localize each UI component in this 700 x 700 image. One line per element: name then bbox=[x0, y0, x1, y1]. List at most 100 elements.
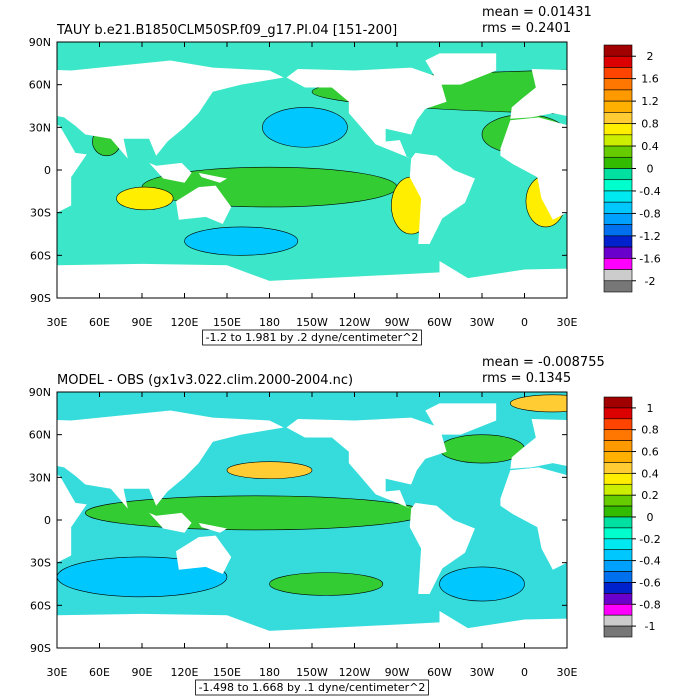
lat-label: 30S bbox=[30, 557, 51, 570]
colorbar-label: -0.8 bbox=[639, 207, 660, 220]
land bbox=[425, 53, 497, 85]
colorbar-label: -1.6 bbox=[639, 252, 660, 265]
colorbar-box bbox=[603, 55, 633, 68]
colorbar-box bbox=[603, 451, 633, 463]
colorbar-box bbox=[603, 603, 633, 616]
lon-label: 0 bbox=[521, 316, 528, 329]
colorbar-box bbox=[603, 201, 633, 214]
colorbar-label: 0.4 bbox=[641, 467, 659, 480]
contour-info-box bbox=[195, 679, 429, 696]
lat-label: 60N bbox=[29, 79, 51, 92]
lon-label: 30E bbox=[47, 316, 68, 329]
colorbar-box bbox=[603, 494, 633, 507]
lon-label: 90E bbox=[132, 666, 153, 679]
colorbar-label: 0.4 bbox=[641, 140, 659, 153]
contour-region bbox=[226, 461, 313, 480]
lon-label: 90W bbox=[385, 316, 410, 329]
contour-region bbox=[262, 107, 348, 148]
colorbar-label: 0 bbox=[647, 511, 654, 524]
mean-label: mean = 0.01431 bbox=[482, 5, 592, 20]
colorbar-label: -2 bbox=[645, 275, 656, 288]
land bbox=[198, 172, 227, 183]
contour-info: -1.2 to 1.981 by .2 dyne/centimeter^2 bbox=[206, 331, 419, 344]
colorbar-box bbox=[603, 258, 633, 270]
colorbar-box bbox=[603, 582, 633, 594]
colorbar-box bbox=[603, 418, 633, 431]
lat-label: 90N bbox=[29, 36, 51, 49]
land bbox=[409, 152, 475, 244]
lon-label: 150E bbox=[213, 316, 241, 329]
land bbox=[57, 60, 284, 159]
colorbar-box bbox=[603, 614, 633, 627]
land bbox=[57, 266, 142, 298]
lon-label: 30E bbox=[557, 316, 578, 329]
contour-region bbox=[184, 226, 299, 256]
land bbox=[57, 125, 87, 213]
contour-region bbox=[510, 394, 567, 413]
panel-title: TAUY b.e21.B1850CLM50SP.f09_g17.PI.04 [1… bbox=[56, 23, 397, 38]
lat-label: 0 bbox=[44, 514, 51, 527]
colorbar-label: -1 bbox=[645, 620, 656, 633]
colorbar-box bbox=[603, 429, 633, 441]
land bbox=[176, 185, 232, 225]
rms-label: rms = 0.1345 bbox=[482, 371, 571, 386]
lat-label: 60S bbox=[30, 599, 51, 612]
contour-region bbox=[269, 572, 384, 596]
colorbar-box bbox=[603, 560, 633, 572]
lat-label: 60N bbox=[29, 429, 51, 442]
lat-label: 30N bbox=[29, 121, 51, 134]
lat-label: 30S bbox=[30, 207, 51, 220]
lon-label: 120W bbox=[339, 316, 371, 329]
colorbar-label: 0.8 bbox=[641, 424, 659, 437]
land bbox=[57, 475, 87, 563]
lon-label: 150E bbox=[213, 666, 241, 679]
colorbar-label: 2 bbox=[647, 50, 654, 63]
colorbar-box bbox=[603, 527, 633, 540]
lon-label: 30W bbox=[470, 316, 495, 329]
lon-label: 150W bbox=[296, 666, 328, 679]
lon-label: 60E bbox=[89, 666, 110, 679]
contour-region bbox=[85, 495, 426, 531]
colorbar-box bbox=[603, 67, 633, 79]
lon-label: 60E bbox=[89, 316, 110, 329]
contour-info: -1.498 to 1.668 by .1 dyne/centimeter^2 bbox=[199, 681, 426, 694]
lon-label: 60W bbox=[427, 666, 452, 679]
colorbar-box bbox=[603, 280, 633, 293]
colorbar-box bbox=[603, 549, 633, 561]
colorbar-box bbox=[603, 538, 633, 551]
lon-label: 60W bbox=[427, 316, 452, 329]
lat-label: 90S bbox=[30, 292, 51, 305]
land bbox=[286, 67, 447, 159]
colorbar-label: 1 bbox=[647, 402, 654, 415]
lon-label: 180 bbox=[259, 316, 280, 329]
land bbox=[176, 535, 232, 575]
lon-label: 90W bbox=[385, 666, 410, 679]
contour-region bbox=[116, 186, 174, 211]
colorbar-label: -0.2 bbox=[639, 533, 660, 546]
colorbar-box bbox=[603, 89, 633, 102]
colorbar-box bbox=[603, 625, 633, 638]
lat-label: 30N bbox=[29, 471, 51, 484]
colorbar-box bbox=[603, 224, 633, 237]
colorbar-box bbox=[603, 593, 633, 605]
colorbar-label: 0.2 bbox=[641, 489, 659, 502]
colorbar-box bbox=[603, 269, 633, 282]
lon-label: 0 bbox=[521, 666, 528, 679]
land bbox=[149, 512, 192, 533]
map-panel: TAUY b.e21.B1850CLM50SP.f09_g17.PI.04 [1… bbox=[29, 5, 661, 346]
lon-label: 90E bbox=[132, 316, 153, 329]
lon-label: 150W bbox=[296, 316, 328, 329]
map-field bbox=[57, 392, 567, 648]
land bbox=[198, 522, 227, 533]
lat-label: 0 bbox=[44, 164, 51, 177]
rms-label: rms = 0.2401 bbox=[482, 21, 571, 36]
lon-label: 30E bbox=[47, 666, 68, 679]
colorbar-label: -0.8 bbox=[639, 598, 660, 611]
colorbar-box bbox=[603, 134, 633, 147]
colorbar-box bbox=[603, 246, 633, 259]
colorbar-label: 0.6 bbox=[641, 446, 659, 459]
contour-region bbox=[439, 566, 525, 602]
land bbox=[57, 611, 567, 648]
colorbar-label: 0 bbox=[647, 163, 654, 176]
panel-title: MODEL - OBS (gx1v3.022.clim.2000-2004.nc… bbox=[57, 373, 353, 388]
